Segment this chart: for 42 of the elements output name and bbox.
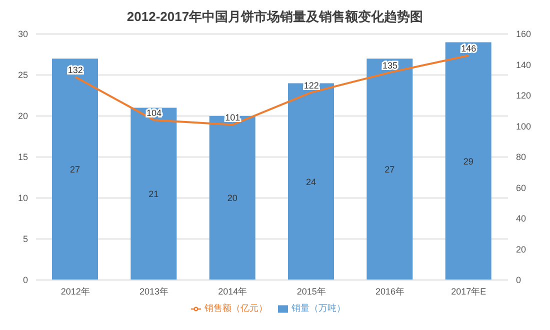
y2-tick-label: 140 <box>516 60 532 70</box>
bar <box>130 108 177 280</box>
y-tick-label: 30 <box>18 29 28 40</box>
y2-tick-label: 0 <box>516 275 522 286</box>
y-tick-label: 20 <box>18 111 28 122</box>
data-label: 27 <box>70 164 80 174</box>
legend-label: 销量（万吨） <box>292 303 346 313</box>
y-tick-label: 0 <box>22 275 28 286</box>
data-label: 146 <box>461 44 476 54</box>
y-tick-label: 15 <box>18 152 28 162</box>
y2-tick-label: 40 <box>516 214 526 224</box>
bar <box>209 116 256 280</box>
bar <box>288 83 334 280</box>
data-label: 29 <box>463 156 474 166</box>
y2-tick-label: 120 <box>516 90 532 101</box>
y-tick-label: 10 <box>18 193 28 204</box>
bar <box>445 42 492 280</box>
data-label: 104 <box>146 108 162 118</box>
x-tick-label: 2015年 <box>296 286 326 296</box>
data-label: 24 <box>306 176 316 187</box>
x-tick-label: 2017年E <box>451 286 486 296</box>
y-tick-label: 5 <box>22 234 28 244</box>
x-tick-label: 2012年 <box>60 286 90 296</box>
bar <box>52 58 98 280</box>
y2-tick-label: 100 <box>516 121 532 132</box>
x-tick-label: 2016年 <box>375 286 405 296</box>
data-label: 21 <box>148 189 159 200</box>
legend-label: 销售额（亿元） <box>204 303 268 313</box>
chart-title: 2012-2017年中国月饼市场销量及销售额变化趋势图 <box>126 8 424 26</box>
y2-tick-label: 160 <box>516 29 532 40</box>
y-tick-label: 25 <box>18 70 28 80</box>
data-label: 135 <box>382 60 398 70</box>
x-tick-label: 2014年 <box>218 286 248 296</box>
y2-tick-label: 80 <box>516 152 526 162</box>
y2-tick-label: 20 <box>516 244 526 254</box>
data-label: 20 <box>227 193 238 204</box>
x-tick-label: 2013年 <box>139 286 169 296</box>
data-label: 132 <box>68 65 83 76</box>
bar <box>366 58 413 280</box>
data-label: 27 <box>384 164 395 174</box>
y2-tick-label: 60 <box>516 182 526 193</box>
data-label: 122 <box>304 80 319 90</box>
